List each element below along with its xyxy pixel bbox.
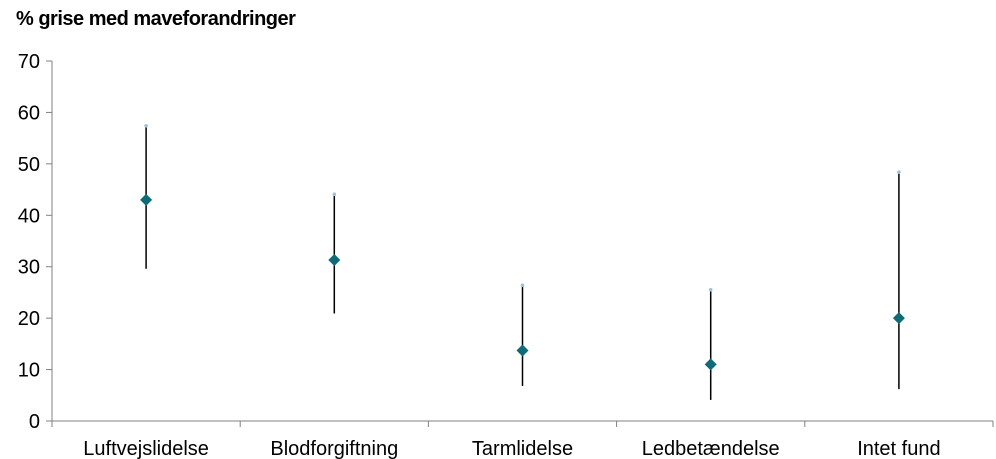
data-point-diamond [892,312,905,325]
error-bar-cap [144,124,148,128]
data-point-diamond [516,344,529,357]
chart-title: % grise med maveforandringer [16,8,296,30]
y-tick-label: 0 [29,411,40,433]
x-axis: Luftvejslidelse Blodforgiftning Tarmlidels… [51,420,994,459]
x-category-label: Ledbetændelse [642,438,780,459]
error-bar-cap [332,192,337,196]
error-bar-cap [897,170,901,174]
y-tick-label: 70 [18,51,40,73]
y-axis: 0 10 20 30 40 50 60 70 [18,51,53,433]
error-bar-cap [708,288,713,292]
y-tick-label: 10 [18,360,40,382]
data-point-diamond [140,193,153,206]
data-point-diamond [328,254,341,267]
x-category-label: Blodforgiftning [270,438,398,459]
y-tick-label: 50 [18,154,40,176]
y-tick-label: 40 [18,205,40,227]
y-tick-label: 20 [18,308,40,330]
error-bar-cap [520,283,525,288]
x-category-label: Luftvejslidelse [83,438,209,459]
series-points [140,124,905,400]
x-category-label: Tarmlidelse [472,438,573,459]
y-tick-label: 30 [18,257,40,279]
x-category-label: Intet fund [857,438,940,459]
y-tick-label: 60 [18,102,40,124]
data-point-diamond [704,358,717,371]
